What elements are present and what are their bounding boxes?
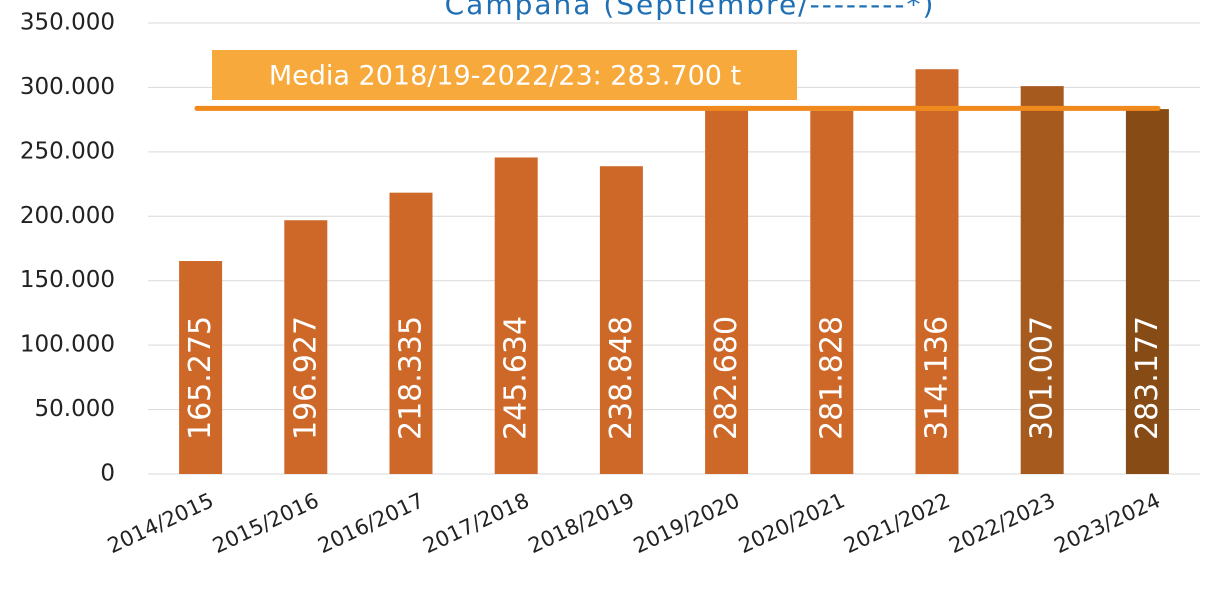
x-tick-label: 2022/2023 [945, 488, 1058, 558]
value-label: 283.177 [1130, 316, 1165, 440]
mean-label-box [212, 50, 797, 100]
bar [284, 220, 328, 474]
value-label: 314.136 [920, 316, 955, 440]
value-label: 165.275 [183, 316, 218, 440]
bar [494, 157, 538, 475]
y-tick-label: 250.000 [20, 138, 115, 164]
x-tick-label: 2016/2017 [314, 488, 427, 558]
mean-label: Media 2018/19-2022/23: 283.700 t [269, 61, 741, 92]
chart-title: Campaña (Septiembre/--------*) [445, 0, 936, 21]
y-tick-label: 200.000 [20, 203, 115, 229]
value-label: 301.007 [1025, 316, 1060, 440]
bar [1125, 109, 1169, 475]
bar [810, 110, 854, 475]
y-tick-label: 300.000 [20, 74, 115, 100]
y-tick-label: 50.000 [35, 396, 115, 422]
x-tick-label: 2017/2018 [419, 488, 532, 558]
x-tick-label: 2023/2024 [1051, 488, 1164, 558]
x-tick-label: 2018/2019 [525, 488, 638, 558]
value-label: 238.848 [604, 316, 639, 440]
x-tick-label: 2019/2020 [630, 488, 743, 558]
x-tick-label: 2014/2015 [104, 488, 217, 558]
y-tick-label: 100.000 [20, 332, 115, 358]
y-tick-label: 150.000 [20, 267, 115, 293]
x-tick-label: 2020/2021 [735, 488, 848, 558]
bar [389, 192, 433, 474]
bar [705, 109, 749, 474]
value-label: 281.828 [814, 316, 849, 440]
x-tick-label: 2021/2022 [840, 488, 953, 558]
bar [179, 261, 223, 474]
x-tick-label: 2015/2016 [209, 488, 322, 558]
bar [599, 166, 643, 474]
bar [915, 69, 959, 475]
value-label: 282.680 [709, 316, 744, 440]
y-tick-label: 350.000 [20, 10, 115, 36]
y-tick-label: 0 [100, 461, 115, 487]
value-label: 196.927 [288, 316, 323, 440]
bar [1020, 86, 1064, 474]
value-label: 245.634 [499, 316, 534, 440]
value-label: 218.335 [394, 316, 429, 440]
